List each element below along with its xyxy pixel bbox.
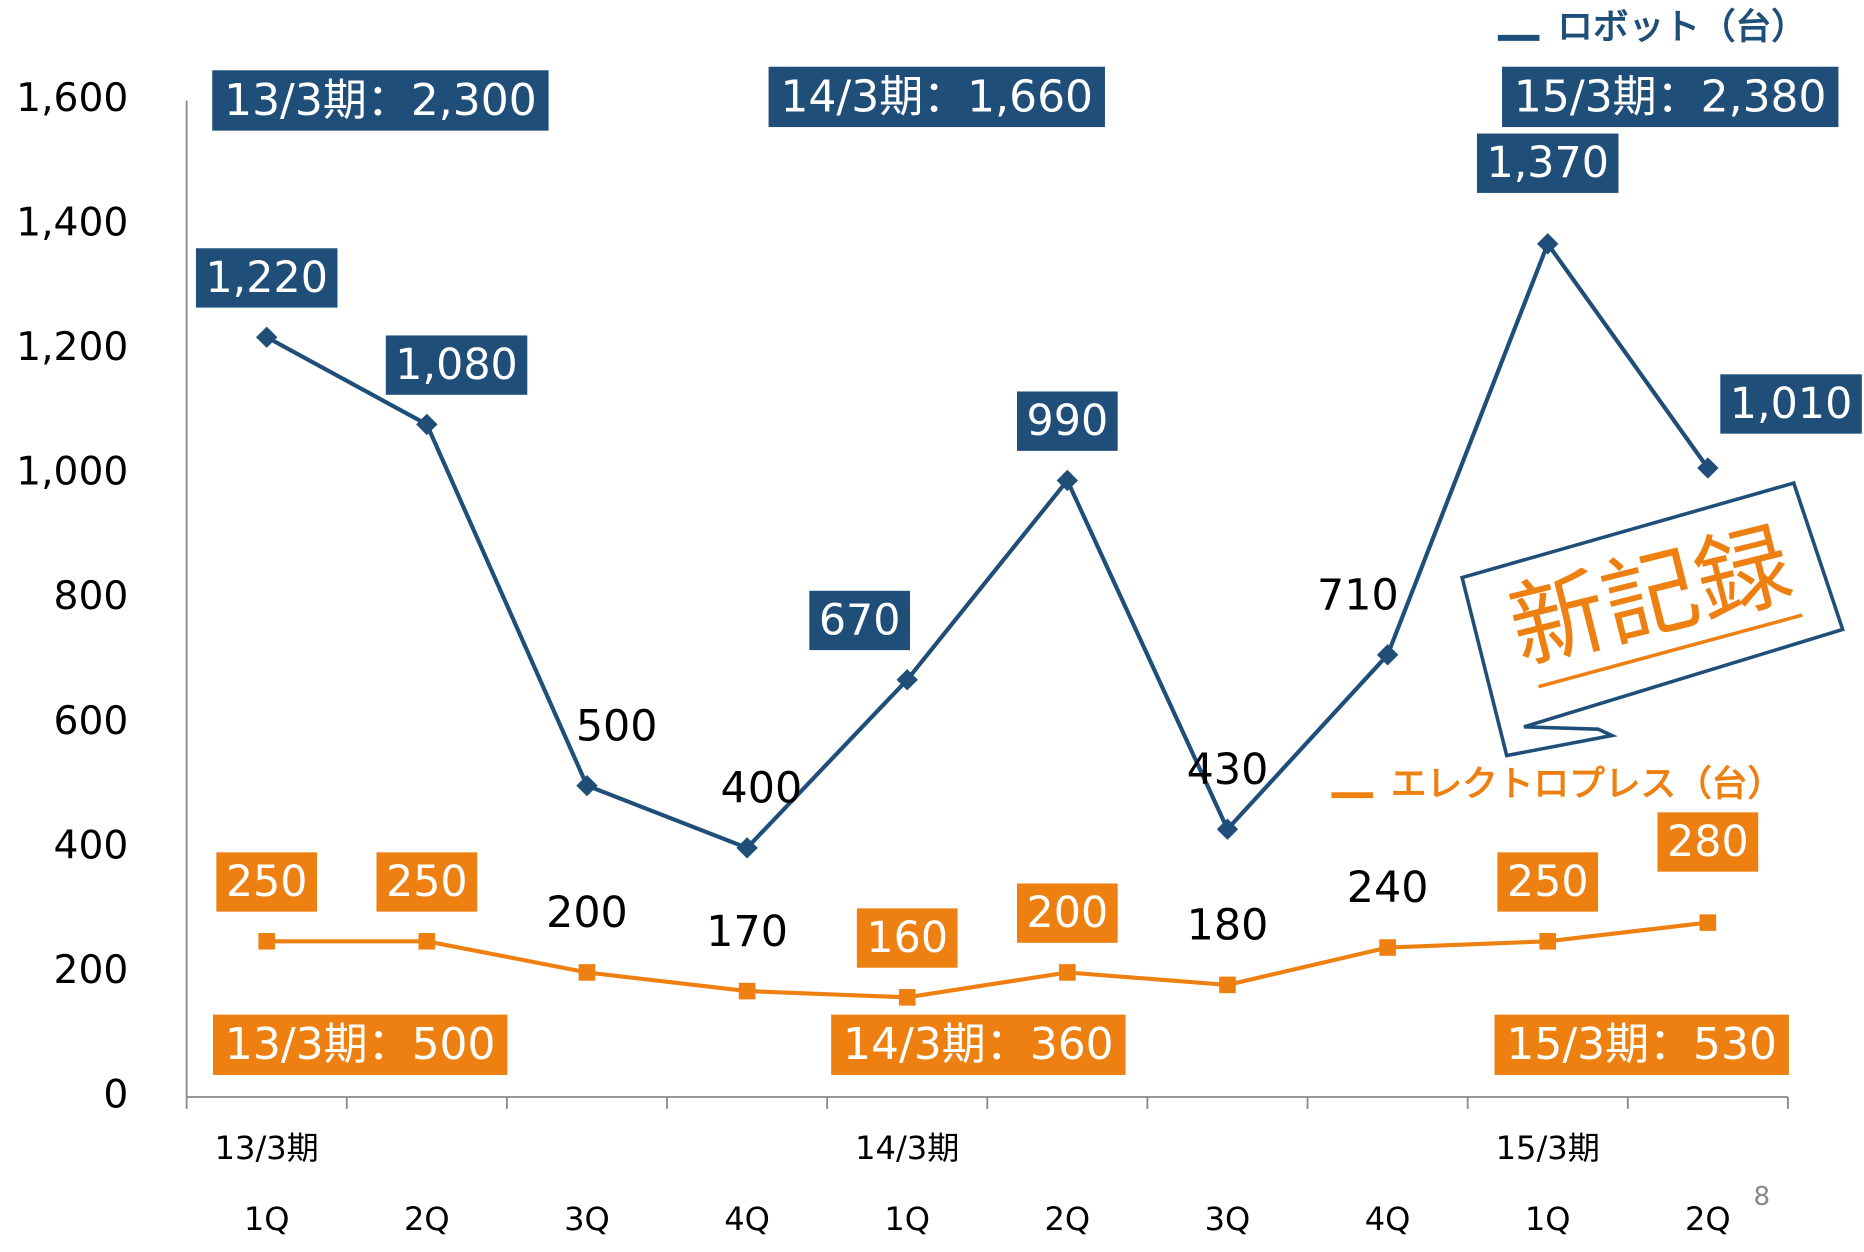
x-tick-label: 1Q (244, 1200, 290, 1238)
point (258, 933, 275, 950)
period-label: 13/3期 (215, 1129, 319, 1167)
period-label: 14/3期 (855, 1129, 959, 1167)
point (1219, 977, 1236, 994)
period-total: 13/3期：500 (225, 1019, 496, 1070)
data-label: 200 (546, 888, 628, 938)
x-tick-label: 4Q (724, 1200, 770, 1238)
x-tick-label: 1Q (1525, 1200, 1571, 1238)
period-total: 15/3期：2,380 (1514, 71, 1827, 122)
data-label: 250 (1507, 857, 1589, 907)
point (1059, 964, 1076, 981)
data-label: 200 (1027, 888, 1109, 938)
data-label: 240 (1347, 863, 1429, 913)
data-label: 1,080 (395, 340, 517, 390)
x-tick-label: 1Q (884, 1200, 930, 1238)
point (579, 964, 596, 981)
period-total: 15/3期：530 (1506, 1019, 1777, 1070)
data-label: 990 (1027, 396, 1109, 446)
y-tick-label: 1,600 (16, 76, 128, 121)
data-label: 250 (386, 857, 468, 907)
data-label: 1,010 (1730, 379, 1852, 429)
data-label: 400 (721, 764, 803, 814)
period-total: 13/3期：2,300 (224, 75, 537, 126)
y-tick-label: 1,000 (16, 450, 128, 495)
x-tick-label: 2Q (404, 1200, 450, 1238)
x-tick-label: 3Q (564, 1200, 610, 1238)
x-tick-label: 2Q (1045, 1200, 1091, 1238)
data-label: 1,220 (205, 253, 327, 303)
data-label: 170 (706, 907, 788, 957)
x-tick-label: 3Q (1205, 1200, 1251, 1238)
y-tick-label: 1,200 (16, 325, 128, 370)
point (576, 775, 597, 796)
data-label: 430 (1187, 745, 1269, 795)
period-label: 15/3期 (1496, 1129, 1600, 1167)
x-tick-label: 2Q (1685, 1200, 1731, 1238)
data-label: 160 (866, 913, 948, 963)
y-tick-label: 1,400 (16, 201, 128, 246)
data-label: 1,370 (1486, 138, 1608, 188)
y-tick-label: 400 (54, 823, 129, 868)
y-tick-label: 0 (103, 1073, 128, 1118)
x-tick-label: 4Q (1365, 1200, 1411, 1238)
point (739, 983, 756, 1000)
point (899, 989, 916, 1006)
page: {"chart_data": {"type": "line", "categor… (0, 0, 1864, 1252)
chart: 新記録 8 0 200 400 600 800 1,000 1,200 1,400 1,600 1… (0, 0, 1864, 1252)
point (1379, 939, 1396, 956)
data-label: 250 (226, 857, 308, 907)
data-label: 280 (1667, 817, 1749, 867)
period-total: 14/3期：1,660 (780, 71, 1093, 122)
point (1539, 933, 1556, 950)
legend-label: エレクトロプレス（台） (1391, 764, 1783, 805)
point (419, 933, 436, 950)
y-tick-label: 600 (54, 699, 129, 744)
data-label: 500 (576, 701, 658, 751)
point (416, 414, 437, 435)
y-tick-label: 200 (54, 948, 129, 993)
data-label: 670 (819, 596, 901, 646)
period-total: 14/3期：360 (843, 1019, 1114, 1070)
data-label: 180 (1187, 901, 1269, 951)
series-line (267, 923, 1708, 998)
legend-label: ロボット（台） (1557, 6, 1807, 47)
page-number: 8 (1753, 1182, 1770, 1212)
point (1700, 914, 1717, 931)
stamp: 新記録 (1459, 480, 1854, 761)
y-tick-label: 800 (54, 574, 129, 619)
point (256, 327, 277, 348)
series-line (267, 244, 1708, 848)
data-label: 710 (1317, 571, 1399, 621)
